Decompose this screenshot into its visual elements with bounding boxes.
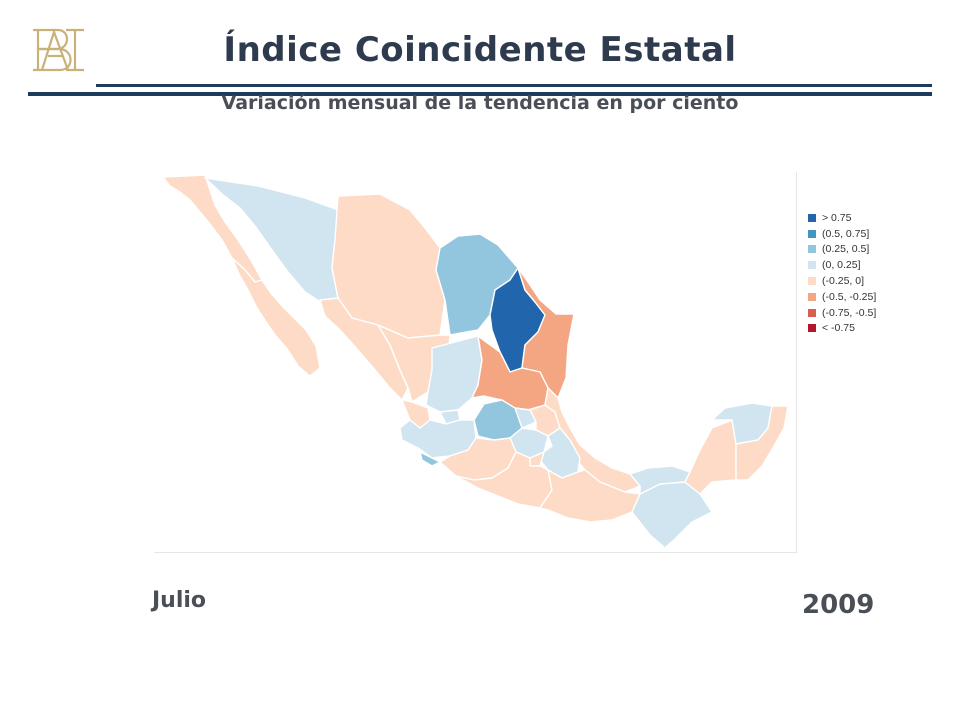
month-label: Julio [152,588,207,613]
legend-label: (0, 0.25] [822,259,861,272]
legend-swatch [808,229,816,238]
header-rule-bottom [28,92,932,96]
legend-label: < -0.75 [822,322,855,335]
state-campeche [684,419,737,495]
legend-swatch [808,292,816,301]
page-title: Índice Coincidente Estatal [223,30,737,70]
legend-swatch [808,213,816,222]
legend-swatch [808,324,816,333]
banxico-monogram-icon [33,28,84,72]
legend-label: (-0.75, -0.5] [822,306,877,319]
legend-item: (0.5, 0.75] [808,226,876,242]
legend-item: (0.25, 0.5] [808,242,876,258]
map-legend: > 0.75 (0.5, 0.75] (0.25, 0.5] (0, 0.25]… [808,210,876,336]
legend-item: < -0.75 [808,321,876,337]
state-baja-california-sur [231,257,321,377]
map-frame [154,172,797,553]
legend-label: (0.25, 0.5] [822,243,870,256]
state-sinaloa [319,297,409,401]
mexico-map [162,174,789,549]
legend-item: (-0.5, -0.25] [808,289,876,305]
legend-swatch [808,261,816,270]
legend-item: > 0.75 [808,210,876,226]
header-rule-top [96,84,932,87]
legend-label: (-0.25, 0] [822,275,865,288]
year-label: 2009 [802,590,875,620]
legend-item: (-0.75, -0.5] [808,305,876,321]
state-zacatecas [425,335,483,413]
legend-swatch [808,277,816,286]
legend-label: (-0.5, -0.25] [822,290,877,303]
state-quintana-roo [735,405,789,481]
page-subtitle: Variación mensual de la tendencia en por… [221,92,739,114]
legend-label: (0.5, 0.75] [822,227,870,240]
legend-swatch [808,245,816,254]
legend-label: > 0.75 [822,211,852,224]
legend-item: (0, 0.25] [808,257,876,273]
legend-swatch [808,308,816,317]
legend-item: (-0.25, 0] [808,273,876,289]
state-guerrero [455,451,553,509]
state-colima [419,451,441,467]
